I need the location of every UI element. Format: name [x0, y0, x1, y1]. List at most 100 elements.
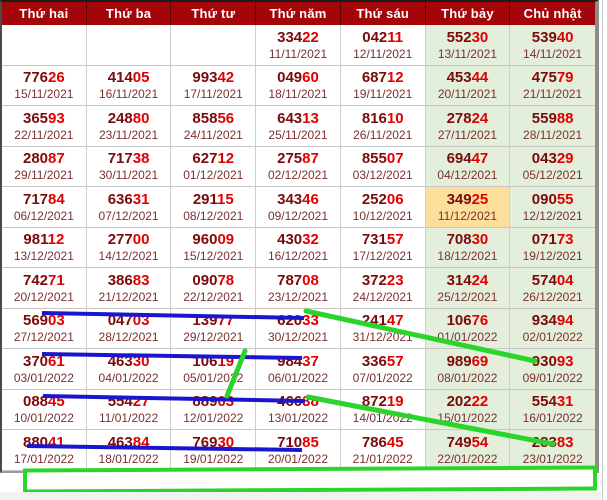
result-cell[interactable]: 10676 01/01/2022	[425, 308, 511, 349]
result-cell[interactable]: 62033 30/12/2021	[256, 308, 341, 349]
result-cell[interactable]: 20222 15/01/2022	[425, 389, 511, 430]
result-cell[interactable]: 88041 17/01/2022	[2, 430, 87, 471]
result-cell[interactable]: 28087 29/11/2021	[2, 146, 87, 187]
result-cell[interactable]: 71784 06/12/2021	[2, 187, 87, 228]
result-cell[interactable]: 27587 02/12/2021	[256, 146, 341, 187]
result-cell[interactable]: 70830 18/12/2021	[425, 227, 511, 268]
result-cell[interactable]: 08845 10/01/2022	[2, 389, 87, 430]
result-cell[interactable]: 36593 22/11/2021	[2, 106, 87, 147]
result-cell[interactable]: 09055 12/12/2021	[510, 187, 595, 228]
result-cell[interactable]: 93494 02/01/2022	[510, 308, 595, 349]
result-cell[interactable]: 62712 01/12/2021	[171, 146, 257, 187]
result-cell[interactable]: 85856 24/11/2021	[171, 106, 257, 147]
result-cell[interactable]: 34346 09/12/2021	[256, 187, 341, 228]
result-cell[interactable]: 46384 18/01/2022	[86, 430, 172, 471]
result-cell[interactable]: 47579 21/11/2021	[510, 65, 595, 106]
result-cell[interactable]: 46638 13/01/2022	[256, 389, 341, 430]
result-cell[interactable]: 56903 27/12/2021	[2, 308, 87, 349]
result-cell[interactable]: 63631 07/12/2021	[86, 187, 172, 228]
result-cell[interactable]: 25206 10/12/2021	[340, 187, 426, 228]
result-date: 03/12/2021	[352, 168, 413, 183]
result-cell[interactable]: 93093 09/01/2022	[510, 349, 595, 390]
result-cell[interactable]: 38683 21/12/2021	[86, 268, 172, 309]
result-cell[interactable]: 04960 18/11/2021	[256, 65, 341, 106]
result-cell[interactable]: 78645 21/01/2022	[340, 430, 426, 471]
result-cell[interactable]: 31424 25/12/2021	[425, 268, 511, 309]
result-date: 04/12/2021	[437, 168, 498, 183]
result-cell[interactable]: 13977 29/12/2021	[171, 308, 257, 349]
result-cell[interactable]: 41405 16/11/2021	[86, 65, 172, 106]
result-cell[interactable]: 37061 03/01/2022	[2, 349, 87, 390]
result-date: 29/11/2021	[14, 168, 74, 183]
result-number: 62033	[277, 312, 319, 330]
result-cell[interactable]: 69447 04/12/2021	[425, 146, 511, 187]
result-number: 55230	[446, 28, 489, 46]
result-date: 11/01/2022	[98, 411, 159, 426]
result-cell[interactable]: 24147 31/12/2021	[340, 308, 426, 349]
result-number: 93093	[531, 352, 574, 370]
result-cell[interactable]: 74954 22/01/2022	[425, 430, 511, 471]
result-cell[interactable]: 04703 28/12/2021	[86, 308, 172, 349]
result-cell[interactable]: 71085 20/01/2022	[256, 430, 341, 471]
result-number: 25206	[361, 190, 404, 208]
result-cell[interactable]: 29115 08/12/2021	[171, 187, 257, 228]
result-date: 17/01/2022	[13, 451, 74, 466]
result-cell[interactable]: 34925 11/12/2021	[425, 187, 511, 228]
empty-cell	[171, 25, 257, 66]
result-cell[interactable]: 81610 26/11/2021	[340, 106, 426, 147]
result-number: 34346	[277, 190, 319, 208]
result-cell[interactable]: 98969 08/01/2022	[425, 349, 511, 390]
result-date: 20/01/2022	[267, 451, 329, 466]
result-cell[interactable]: 09078 22/12/2021	[171, 268, 257, 309]
result-cell[interactable]: 33657 07/01/2022	[340, 349, 426, 390]
result-cell[interactable]: 77626 15/11/2021	[2, 65, 87, 106]
result-date: 11/11/2021	[268, 46, 328, 61]
result-cell[interactable]: 10619 05/01/2022	[171, 349, 257, 390]
result-cell[interactable]: 87219 14/01/2022	[340, 389, 426, 430]
result-date: 01/01/2022	[437, 330, 498, 345]
result-number: 74954	[446, 433, 489, 451]
result-date: 10/12/2021	[352, 208, 413, 223]
result-cell[interactable]: 28383 23/01/2022	[510, 430, 595, 471]
result-cell[interactable]: 85507 03/12/2021	[340, 146, 426, 187]
result-cell[interactable]: 27700 14/12/2021	[86, 227, 172, 268]
result-cell[interactable]: 88903 12/01/2022	[171, 389, 257, 430]
result-cell[interactable]: 04211 12/11/2021	[340, 25, 426, 66]
result-cell[interactable]: 46330 04/01/2022	[86, 349, 172, 390]
result-cell[interactable]: 33422 11/11/2021	[256, 25, 341, 66]
result-date: 22/11/2021	[14, 127, 74, 142]
result-cell[interactable]: 64313 25/11/2021	[256, 106, 341, 147]
result-cell[interactable]: 55427 11/01/2022	[86, 389, 172, 430]
result-date: 18/11/2021	[268, 87, 328, 102]
result-cell[interactable]: 55431 16/01/2022	[510, 389, 595, 430]
result-cell[interactable]: 24880 23/11/2021	[86, 106, 172, 147]
result-date: 26/12/2021	[522, 289, 583, 304]
result-cell[interactable]: 74271 20/12/2021	[2, 268, 87, 309]
result-cell[interactable]: 68712 19/11/2021	[340, 65, 426, 106]
result-cell[interactable]: 37223 24/12/2021	[340, 268, 426, 309]
result-cell[interactable]: 55988 28/11/2021	[510, 106, 595, 147]
result-cell[interactable]: 78708 23/12/2021	[256, 268, 341, 309]
result-number: 27587	[277, 150, 319, 168]
result-cell[interactable]: 96009 15/12/2021	[171, 227, 257, 268]
result-cell[interactable]: 76930 19/01/2022	[171, 430, 257, 471]
result-cell[interactable]: 71738 30/11/2021	[86, 146, 172, 187]
result-cell[interactable]: 57404 26/12/2021	[510, 268, 595, 309]
result-cell[interactable]: 07173 19/12/2021	[510, 227, 595, 268]
result-cell[interactable]: 45344 20/11/2021	[425, 65, 511, 106]
result-cell[interactable]: 73157 17/12/2021	[340, 227, 426, 268]
lottery-results-table: Thứ hai Thứ ba Thứ tư Thứ năm Thứ sáu Thứ bảy…	[0, 0, 599, 473]
result-cell[interactable]: 53940 14/11/2021	[510, 25, 595, 66]
result-cell[interactable]: 55230 13/11/2021	[425, 25, 511, 66]
result-number: 37061	[22, 352, 65, 370]
result-cell[interactable]: 98437 06/01/2022	[256, 349, 341, 390]
result-cell[interactable]: 43032 16/12/2021	[256, 227, 341, 268]
result-cell[interactable]: 04329 05/12/2021	[510, 146, 595, 187]
result-date: 19/12/2021	[522, 249, 583, 264]
result-cell[interactable]: 98112 13/12/2021	[2, 227, 87, 268]
result-number: 34925	[446, 190, 489, 208]
result-cell[interactable]: 27824 27/11/2021	[425, 106, 511, 147]
result-cell[interactable]: 99342 17/11/2021	[171, 65, 257, 106]
result-number: 55427	[107, 393, 150, 411]
result-number: 46330	[107, 352, 150, 370]
